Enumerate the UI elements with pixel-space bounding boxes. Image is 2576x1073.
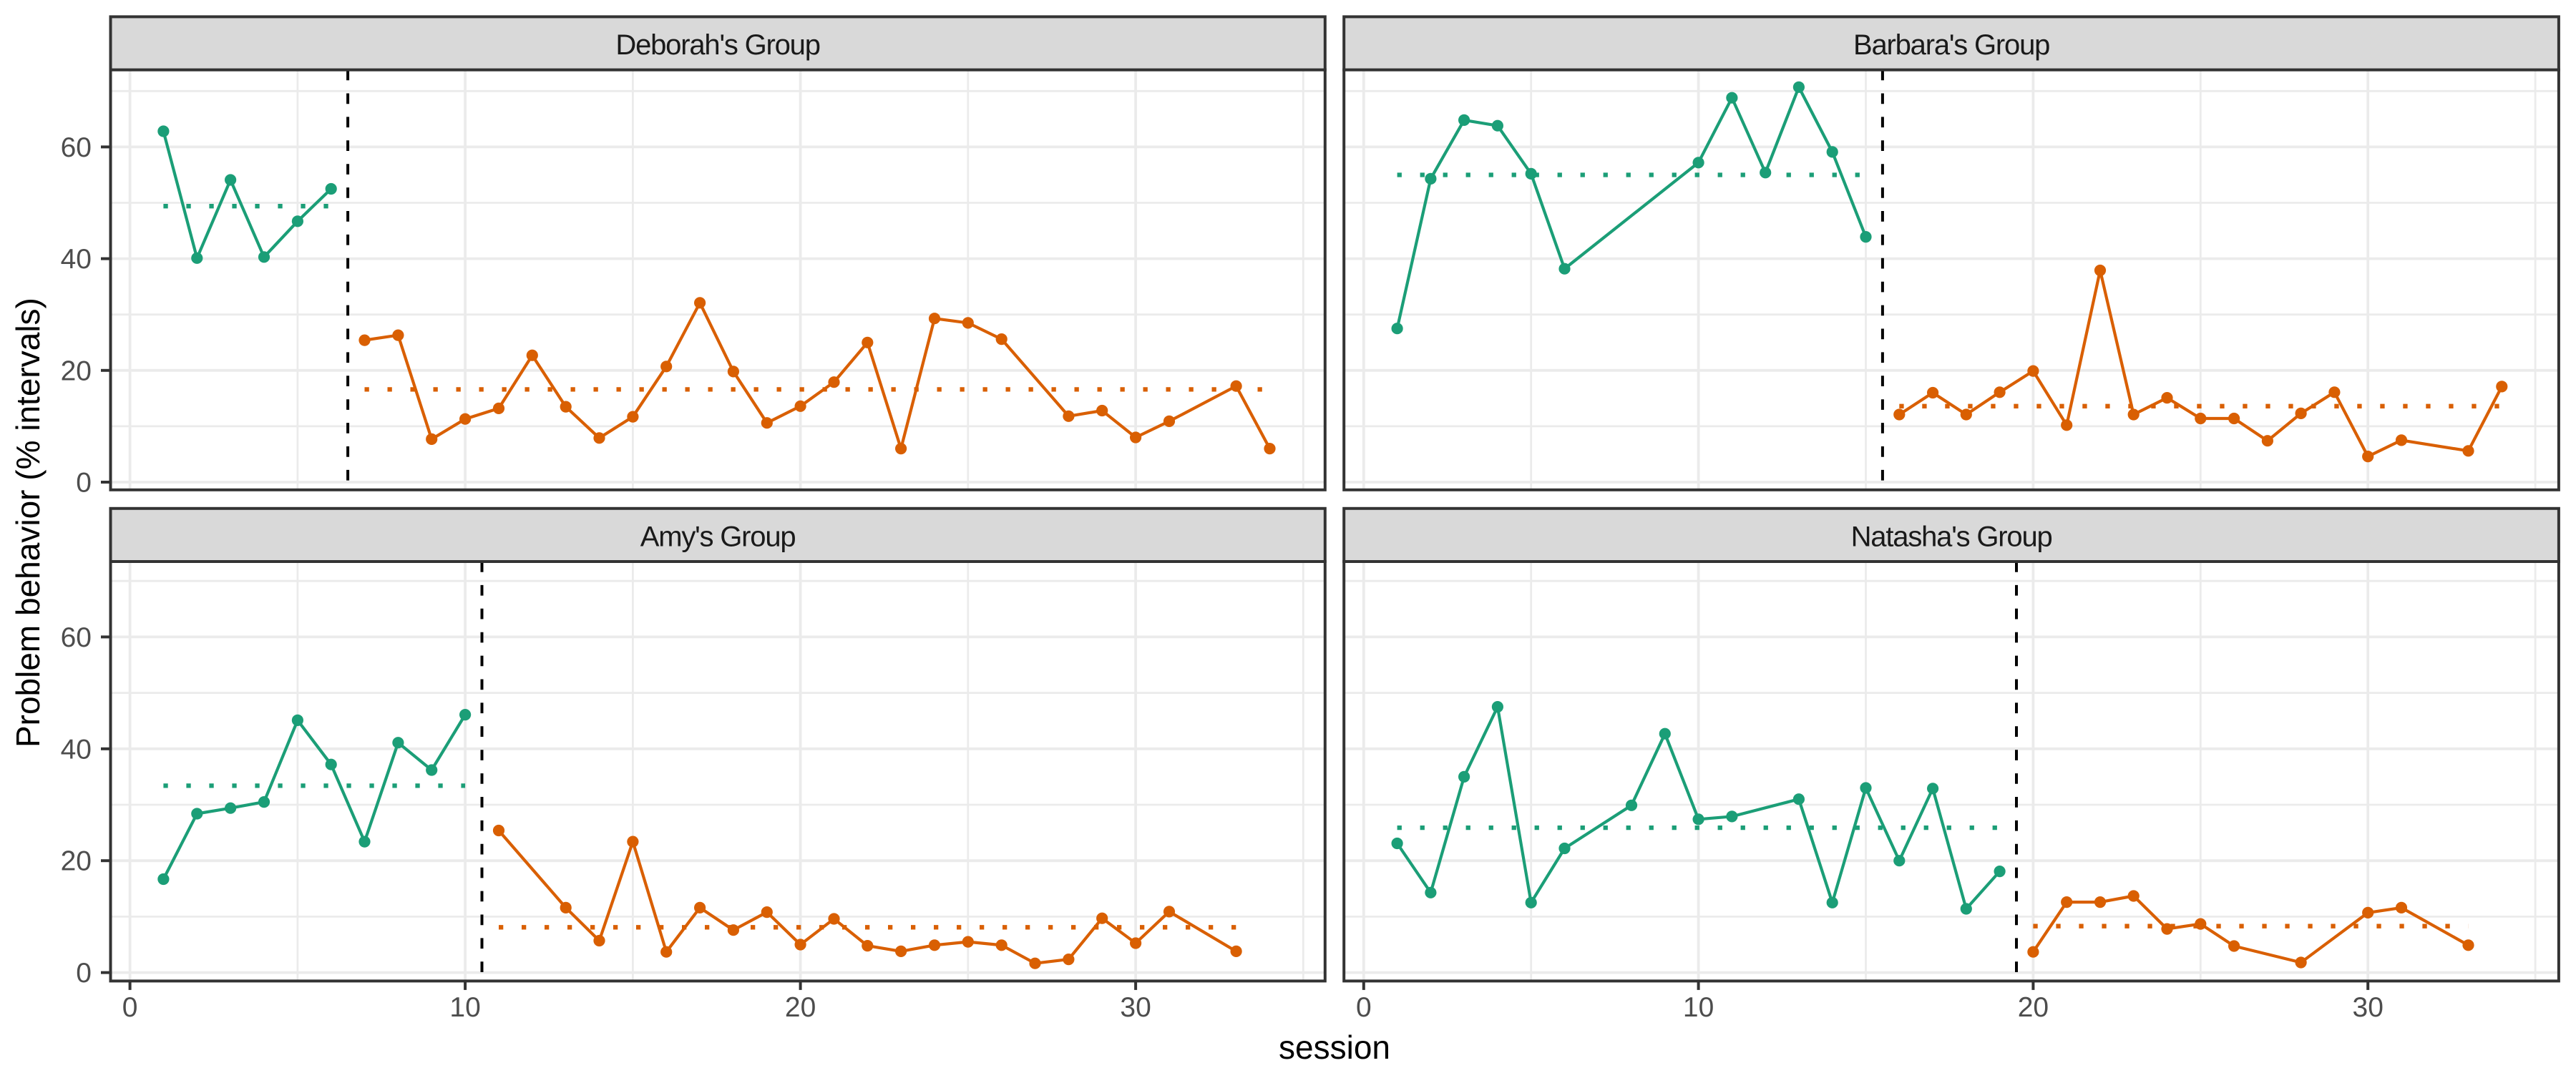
svg-text:60: 60 [61, 132, 92, 163]
svg-text:0: 0 [76, 468, 92, 499]
svg-text:40: 40 [61, 244, 92, 275]
svg-text:0: 0 [122, 992, 138, 1023]
svg-text:20: 20 [61, 356, 92, 386]
svg-text:20: 20 [61, 846, 92, 877]
svg-text:30: 30 [1120, 992, 1151, 1023]
svg-text:Natasha's Group: Natasha's Group [1851, 521, 2052, 553]
svg-text:10: 10 [449, 992, 480, 1023]
svg-text:0: 0 [1356, 992, 1372, 1023]
svg-text:session: session [1279, 1029, 1390, 1066]
svg-text:60: 60 [61, 622, 92, 653]
svg-text:40: 40 [61, 734, 92, 765]
svg-text:Amy's Group: Amy's Group [640, 521, 796, 553]
svg-text:10: 10 [1683, 992, 1714, 1023]
svg-text:20: 20 [785, 992, 816, 1023]
svg-text:30: 30 [2353, 992, 2384, 1023]
svg-text:0: 0 [76, 958, 92, 989]
svg-text:Barbara's Group: Barbara's Group [1853, 29, 2049, 61]
svg-text:20: 20 [2018, 992, 2049, 1023]
svg-text:Deborah's Group: Deborah's Group [615, 29, 819, 61]
svg-text:Problem behavior (% intervals): Problem behavior (% intervals) [9, 298, 47, 748]
